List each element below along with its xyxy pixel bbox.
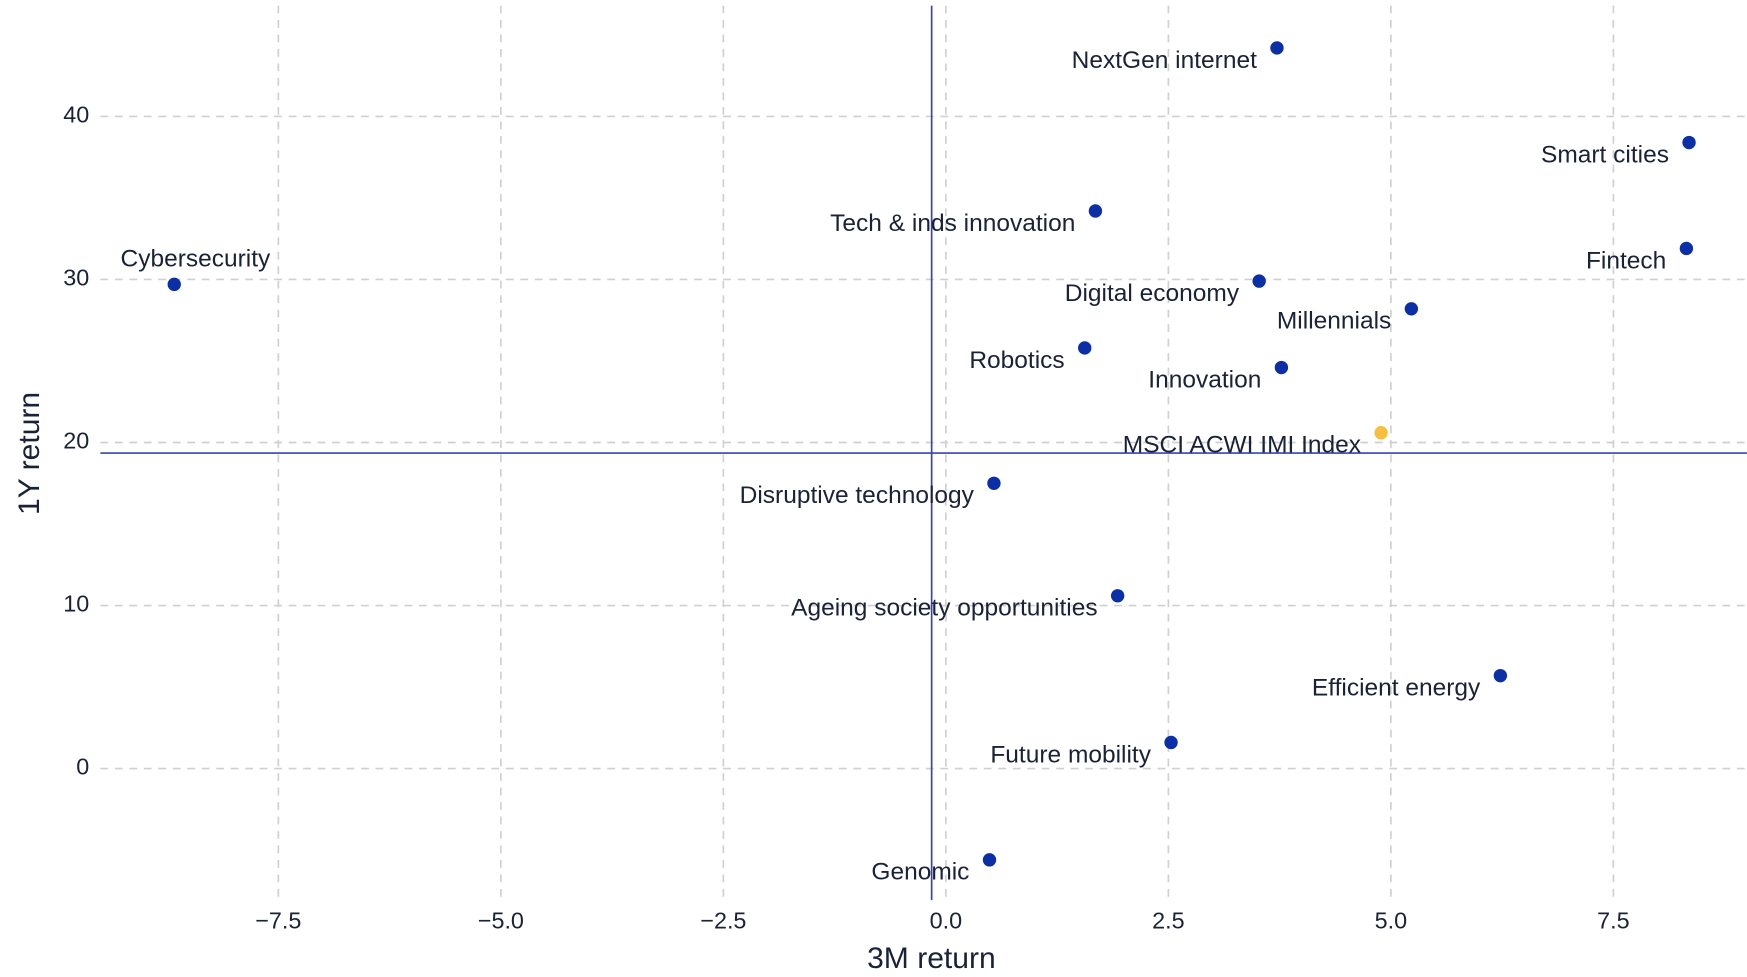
- x-axis-title: 3M return: [867, 942, 996, 975]
- point: [982, 853, 997, 867]
- point-label: Robotics: [969, 347, 1064, 374]
- point-label: MSCI ACWI IMI Index: [1123, 432, 1361, 459]
- point-label: NextGen internet: [1072, 47, 1257, 74]
- point: [1110, 589, 1125, 603]
- point: [1270, 41, 1284, 55]
- y-axis-title: 1Y return: [13, 392, 46, 515]
- point-label: Smart cities: [1541, 141, 1669, 168]
- y-tick-label: 0: [76, 754, 89, 780]
- point-label: Disruptive technology: [740, 482, 975, 509]
- point: [167, 277, 181, 292]
- x-tick-label: 7.5: [1597, 908, 1630, 934]
- y-tick-label: 30: [63, 265, 89, 291]
- x-tick-label: −7.5: [255, 908, 301, 934]
- point: [1493, 668, 1508, 683]
- point: [1078, 341, 1092, 355]
- point: [987, 476, 1001, 490]
- point: [1252, 274, 1266, 288]
- x-tick-label: −5.0: [478, 908, 524, 934]
- point-label: Ageing society opportunities: [791, 595, 1097, 622]
- point: [1374, 426, 1388, 440]
- point-label: Cybersecurity: [121, 245, 272, 272]
- point: [1164, 735, 1178, 750]
- x-tick-label: 0.0: [930, 908, 962, 934]
- point-label: Millennials: [1277, 308, 1391, 335]
- x-tick-label: −2.5: [700, 908, 746, 934]
- y-tick-label: 40: [63, 102, 89, 128]
- point: [1088, 204, 1103, 218]
- point-label: Efficient energy: [1312, 674, 1481, 701]
- y-tick-label: 20: [63, 428, 89, 454]
- point-label: Fintech: [1586, 247, 1666, 274]
- point: [1404, 302, 1419, 316]
- point-label: Future mobility: [990, 741, 1151, 768]
- point: [1679, 241, 1694, 256]
- point-label: Innovation: [1148, 366, 1261, 393]
- x-tick-label: 5.0: [1375, 908, 1408, 934]
- x-tick-label: 2.5: [1152, 908, 1185, 934]
- point-label: Genomic: [871, 859, 969, 886]
- point-label: Digital economy: [1065, 280, 1240, 307]
- point: [1682, 135, 1696, 150]
- point: [1274, 360, 1289, 375]
- y-tick-label: 10: [63, 591, 89, 617]
- point-label: Tech & inds innovation: [830, 210, 1075, 237]
